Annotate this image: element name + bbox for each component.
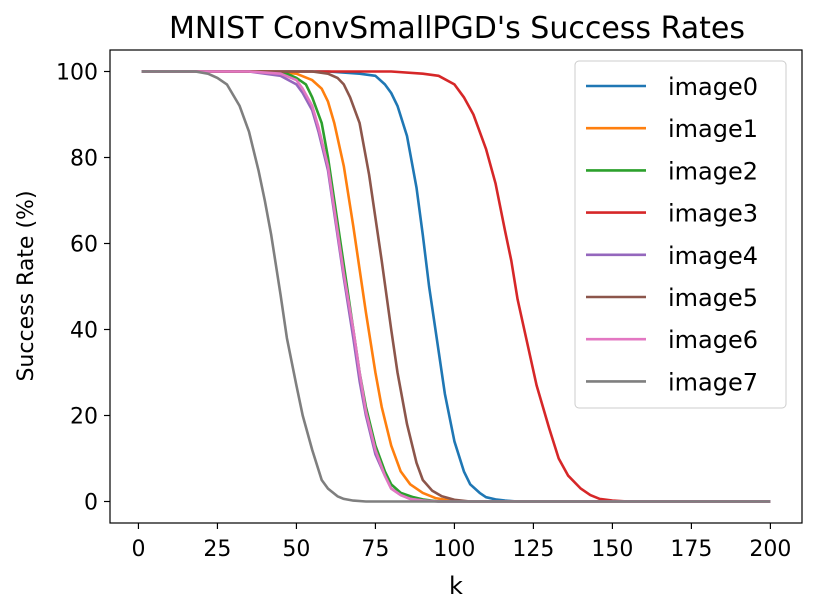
series-line-image7 [141,70,771,503]
legend-label-image3: image3 [668,200,758,228]
legend-label-image6: image6 [668,326,758,354]
legend-label-image2: image2 [668,157,758,185]
x-axis-label: k [449,572,463,600]
series-line-image0 [141,70,771,503]
x-tick-label: 125 [512,537,554,562]
legend-label-image4: image4 [668,242,758,270]
y-tick-label: 40 [70,319,98,344]
x-axis: 0 25 50 75 100 125 150 175 200 [131,523,791,562]
y-tick-label: 80 [70,147,98,172]
legend-label-image7: image7 [668,368,758,396]
legend-box [574,60,787,409]
x-tick-label: 100 [433,537,475,562]
y-tick-label: 100 [56,61,98,86]
plot-frame [109,49,803,524]
x-tick-label: 175 [670,537,712,562]
series-line-image3 [141,70,771,503]
legend-label-image5: image5 [668,284,758,312]
series-line-image6 [141,70,771,503]
legend-label-image0: image0 [668,73,758,101]
y-tick-label: 20 [70,405,98,430]
x-tick-label: 50 [282,537,310,562]
y-axis-label: Success Rate (%) [14,190,39,381]
x-tick-label: 0 [131,537,145,562]
series-line-image1 [141,70,771,503]
x-tick-label: 75 [361,537,389,562]
chart-title: MNIST ConvSmallPGD's Success Rates [169,11,745,46]
x-tick-label: 25 [203,537,231,562]
legend: image0 image1 image2 image3 image4 image5 imag… [574,60,787,409]
x-tick-label: 150 [591,537,633,562]
plot-area [141,70,771,503]
y-axis: 0 20 40 60 80 100 [56,61,110,516]
y-tick-label: 0 [84,491,98,516]
x-tick-label: 200 [749,537,791,562]
series-line-image5 [141,70,771,503]
y-tick-label: 60 [70,233,98,258]
legend-label-image1: image1 [668,115,758,143]
